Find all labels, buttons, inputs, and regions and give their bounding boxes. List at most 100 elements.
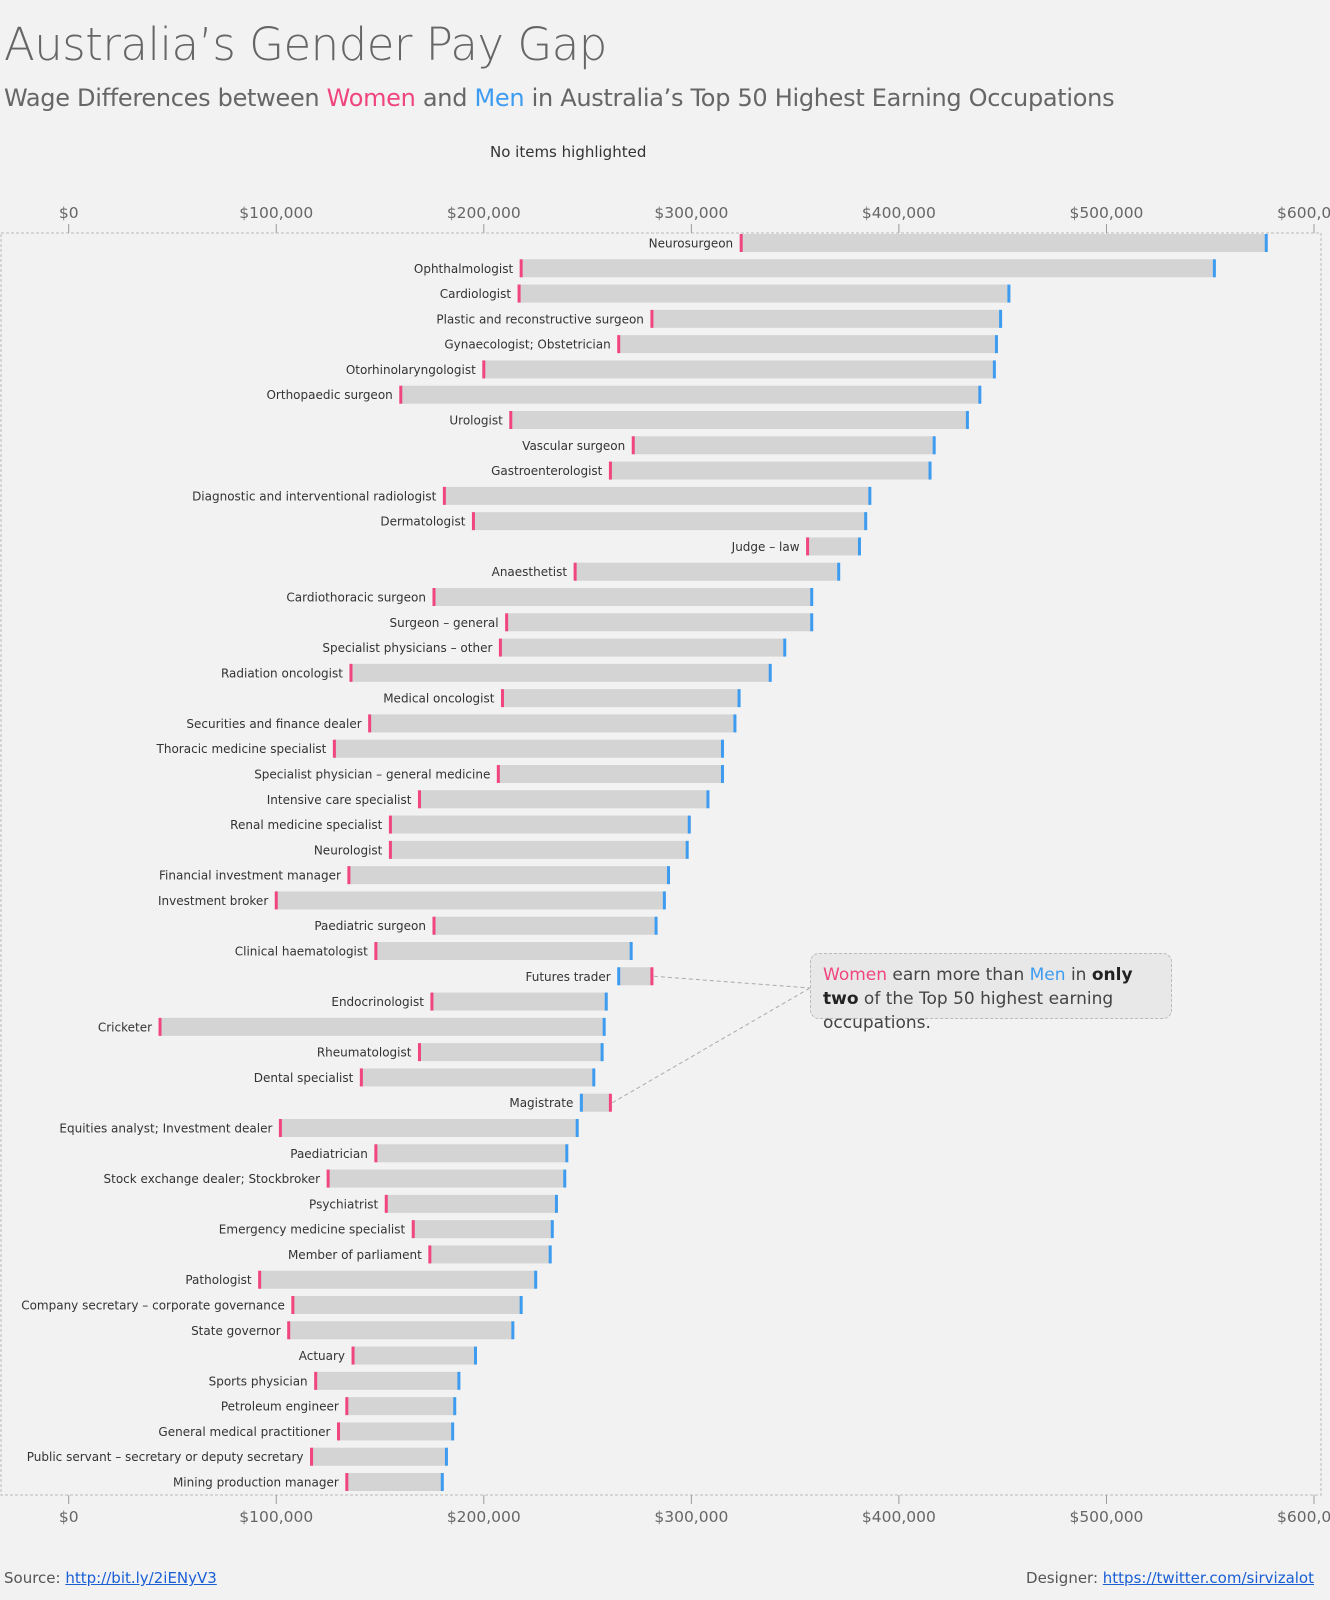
men-marker [965,411,969,429]
top-axis-tick-label: $100,000 [239,204,313,222]
bottom-axis-tick-label: $100,000 [239,1508,313,1526]
gap-bar [498,765,723,783]
gap-bar [276,891,665,910]
gap-bar [386,1194,557,1213]
subtitle-prefix: Wage Differences between [4,84,327,112]
gap-bar [390,840,688,859]
annotation-leader-line [653,975,811,989]
women-marker [517,284,521,303]
men-marker [662,891,666,910]
men-marker [550,1220,554,1239]
occupation-label: Psychiatrist [309,1197,378,1211]
highlight-status: No items highlighted [490,143,647,161]
men-marker [1264,234,1268,252]
occupation-label: Urologist [449,414,503,428]
women-marker [650,309,654,328]
men-marker [519,1296,523,1314]
gap-bar [610,461,931,480]
occupation-label: Sports physician [209,1374,308,1388]
gap-bar [413,1220,553,1239]
gap-bar [633,436,935,455]
source-link[interactable]: http://bit.ly/2iENyV3 [65,1569,217,1587]
women-marker [374,942,378,960]
men-marker [932,436,936,455]
men-marker [1212,259,1216,278]
gap-bar [807,537,860,556]
gap-bar [348,866,669,885]
occupation-label: Equities analyst; Investment dealer [59,1122,272,1136]
chart-title: Australia’s Gender Pay Gap [4,18,607,71]
women-marker [258,1270,262,1289]
women-marker [399,385,403,404]
gap-bar [350,663,771,682]
subtitle-and: and [415,84,475,112]
men-marker [602,1017,606,1036]
gap-bar [419,1043,603,1062]
occupation-label: Ophthalmologist [414,262,514,276]
occupation-label: Judge – law [731,540,800,554]
gap-bar [473,512,866,531]
women-marker [430,992,434,1011]
top-axis-tick-label: $0 [59,204,79,222]
women-marker [388,840,392,859]
gap-bar [519,284,1009,303]
designer-link[interactable]: https://twitter.com/sirvizalot [1102,1569,1314,1587]
women-marker [509,411,513,429]
women-marker [498,638,502,657]
top-axis-tick-label: $600,000 [1277,204,1330,222]
occupation-label: Plastic and reconstructive surgeon [436,312,644,326]
women-marker [432,588,436,606]
women-marker [351,1346,355,1365]
occupation-label: Otorhinolaryngologist [346,363,476,377]
gap-bar [483,360,995,379]
gap-bar [575,562,839,581]
occupation-label: Gynaecologist; Obstetrician [444,338,610,352]
men-marker [534,1270,538,1289]
occupation-label: Neurologist [314,843,383,857]
gap-bar [500,638,785,657]
women-marker [310,1447,314,1466]
men-marker [554,1194,558,1213]
women-marker [505,613,509,632]
women-marker [314,1371,318,1390]
occupation-label: Radiation oncologist [221,666,343,680]
gap-bar [259,1270,536,1289]
men-marker [1007,284,1011,303]
men-marker [837,562,841,581]
bottom-axis-tick-label: $400,000 [862,1508,936,1526]
women-marker [806,537,810,556]
gap-bar [338,1422,453,1441]
occupation-label: Specialist physicians – other [322,641,492,655]
men-marker [457,1371,461,1390]
women-marker [496,765,500,783]
men-marker [629,942,633,960]
women-marker [500,689,504,708]
gap-bar [431,992,607,1011]
women-marker [442,486,446,505]
gap-bar [369,714,735,733]
men-marker [563,1169,567,1188]
annotation-callout: Women earn more than Men in only two of … [810,953,1172,1033]
source-footer: Source: http://bit.ly/2iENyV3 [4,1569,217,1587]
gap-bar [375,942,632,960]
women-marker [384,1194,388,1213]
occupation-label: State governor [191,1324,281,1338]
occupation-label: Pathologist [185,1273,252,1287]
men-marker [868,486,872,505]
gap-bar [433,588,812,606]
gap-bar [400,385,980,404]
callout-men: Men [1029,965,1066,985]
men-marker [994,335,998,354]
men-marker [928,461,932,480]
top-axis-tick-label: $200,000 [447,204,521,222]
chart-subtitle: Wage Differences between Women and Men i… [4,84,1115,112]
men-marker [565,1144,569,1163]
occupation-label: Member of parliament [288,1248,422,1262]
occupation-label: Medical oncologist [383,692,495,706]
gap-bar [444,486,870,505]
gap-bar [288,1321,513,1340]
gap-bar [419,790,708,809]
men-marker [575,1119,579,1137]
occupation-label: Cricketer [98,1020,152,1034]
